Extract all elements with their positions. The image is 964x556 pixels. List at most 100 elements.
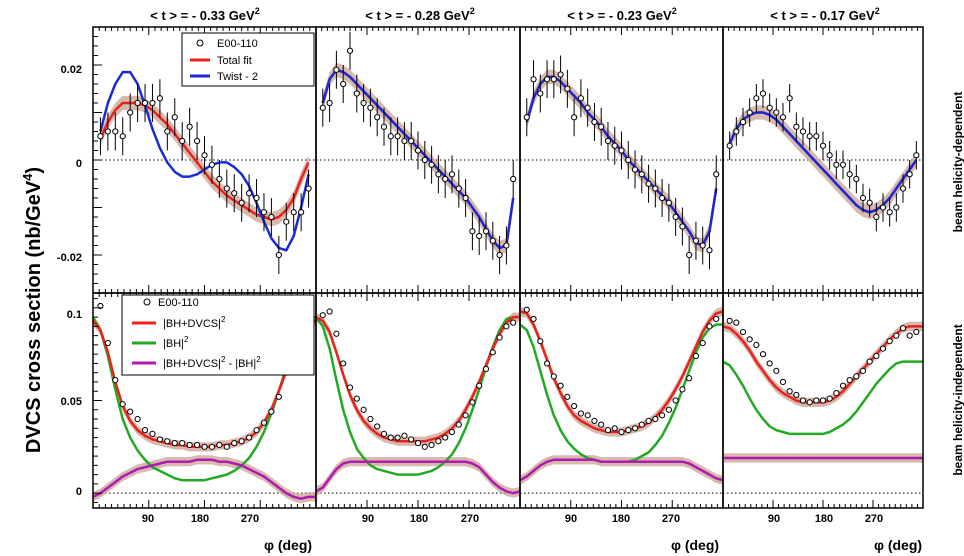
point-p1-4-4 [753, 95, 760, 102]
point-p1-1-0 [97, 133, 104, 140]
point-p2-2-28 [503, 323, 510, 330]
point-p1-1-10 [171, 114, 178, 121]
point-p2-1-14 [193, 441, 201, 449]
point-p2-3-21 [659, 412, 666, 419]
point-p2-2-12 [394, 434, 401, 441]
point-p2-2-23 [469, 399, 476, 406]
x-tick-p2-180: 180 [410, 513, 428, 525]
point-p2-1-17 [216, 441, 223, 449]
point-p1-3-8 [577, 95, 585, 102]
point-p1-3-4 [550, 76, 557, 83]
point-p2-2-29 [510, 319, 517, 326]
point-p2-3-27 [699, 339, 706, 347]
point-p1-2-28 [510, 175, 517, 183]
x-axis-label-2: φ (deg) [671, 537, 719, 553]
point-p2-4-9 [779, 378, 787, 386]
point-p1-4-21 [866, 199, 873, 206]
point-p1-3-22 [672, 213, 679, 221]
point-p2-3-18 [638, 421, 645, 428]
point-p2-4-2 [733, 319, 740, 326]
point-p1-4-19 [853, 175, 860, 183]
point-p2-3-29 [713, 315, 720, 323]
point-p1-3-12 [604, 137, 612, 145]
point-p2-3-2 [530, 315, 537, 323]
point-p2-2-10 [380, 430, 388, 437]
point-p2-1-8 [149, 430, 156, 437]
point-p1-1-22 [260, 209, 268, 216]
point-p1-2-3 [340, 80, 347, 88]
point-p1-1-7 [149, 99, 156, 107]
point-p1-4-1 [733, 128, 740, 135]
point-p1-1-9 [164, 128, 171, 135]
point-p1-3-7 [571, 114, 578, 121]
point-p2-3-4 [543, 360, 551, 367]
y-tick-bottom-0.1: 0.1 [67, 309, 82, 321]
curve-p2-2-bh [314, 315, 520, 476]
band-p1-2-s1 [322, 62, 514, 255]
point-p1-2-6 [360, 99, 367, 107]
point-p1-3-18 [645, 180, 652, 187]
curve-p2-2-interference [315, 460, 521, 495]
band-p2-4-s1 [723, 321, 923, 407]
point-p2-4-21 [859, 367, 867, 374]
panel-p2-4 [722, 292, 924, 509]
point-p1-1-26 [290, 209, 297, 216]
y-tick-top-minus-0.02: -0.02 [57, 252, 82, 264]
point-p2-3-3 [537, 338, 544, 345]
point-p1-2-23 [476, 232, 483, 240]
point-p1-4-28 [913, 152, 920, 159]
point-p1-2-1 [326, 99, 333, 107]
point-p1-2-7 [367, 104, 374, 111]
point-p1-1-8 [156, 95, 163, 102]
point-p1-2-13 [408, 137, 415, 145]
point-p2-2-2 [326, 308, 333, 315]
point-p1-4-23 [879, 204, 887, 211]
point-p2-1-11 [171, 440, 178, 447]
point-p1-2-27 [503, 242, 510, 249]
point-p1-2-5 [353, 90, 360, 97]
panel-p2-2 [314, 292, 521, 509]
point-p2-3-16 [625, 427, 632, 434]
curve-p1-4-twist2 [728, 111, 918, 214]
panel-title-1: < t > = - 0.33 GeV2 [150, 6, 259, 23]
x-axis-label-3: φ (deg) [874, 537, 922, 553]
point-p2-3-23 [672, 397, 679, 404]
point-p2-2-17 [428, 441, 435, 449]
point-p1-1-16 [216, 175, 223, 183]
point-p1-4-5 [759, 90, 767, 97]
band-p1-1-s1 [100, 95, 309, 227]
panel-p1-3 [519, 26, 724, 294]
point-p1-3-26 [699, 242, 706, 249]
point-p1-1-28 [305, 185, 312, 192]
point-p1-2-9 [380, 123, 388, 130]
x-axis-label-1: φ (deg) [264, 537, 312, 553]
point-p1-3-27 [706, 247, 713, 254]
point-p2-3-25 [686, 375, 693, 382]
curve-p2-3-bh [519, 323, 723, 463]
point-p1-4-16 [833, 161, 840, 168]
point-p1-4-14 [819, 142, 827, 149]
point-p2-2-9 [374, 423, 381, 430]
x-tick-p2-90: 90 [362, 513, 374, 525]
point-p2-4-18 [839, 382, 847, 389]
point-p1-4-0 [726, 142, 733, 149]
point-p2-4-17 [833, 389, 840, 397]
point-p1-2-10 [387, 133, 394, 140]
point-p2-2-14 [408, 436, 415, 443]
point-p2-1-24 [268, 408, 275, 415]
point-p2-3-12 [598, 421, 605, 428]
point-p2-4-10 [786, 388, 793, 395]
x-tick-p1-90: 90 [142, 513, 154, 525]
point-p1-2-12 [401, 137, 408, 145]
point-p2-4-6 [759, 351, 767, 358]
point-p1-2-25 [489, 237, 496, 244]
point-p2-4-20 [853, 373, 860, 380]
point-p2-4-8 [773, 367, 780, 374]
point-p1-3-28 [713, 171, 720, 178]
point-p1-3-1 [530, 76, 537, 83]
point-p1-3-9 [584, 104, 591, 111]
point-p1-3-15 [625, 156, 632, 164]
point-p2-1-18 [223, 443, 230, 450]
point-p2-2-19 [442, 434, 449, 441]
point-p1-3-0 [523, 114, 530, 121]
